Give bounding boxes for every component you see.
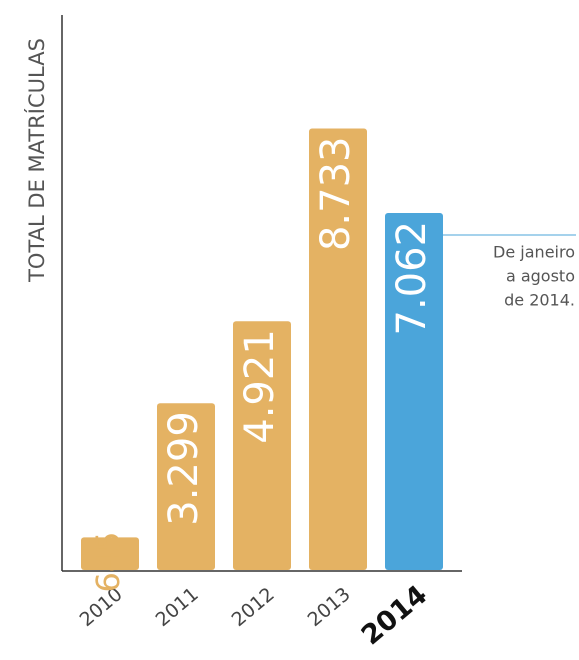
bar: [157, 403, 215, 570]
bar: [309, 128, 367, 570]
value-label: 3.299: [161, 411, 207, 526]
value-label: 7.062: [389, 221, 435, 336]
value-label: 8.733: [313, 136, 359, 251]
value-label: 4.921: [237, 329, 283, 444]
bar: [81, 537, 139, 570]
x-tick-label: 2014: [356, 579, 433, 651]
x-tick-label: 2012: [228, 583, 279, 631]
bar: [385, 212, 443, 570]
x-tick-label: 2011: [152, 583, 203, 631]
x-tick-label: 2013: [304, 583, 355, 631]
bar: [233, 321, 291, 570]
annotation: De janeiro: [493, 242, 575, 261]
annotation: a agosto: [506, 266, 575, 285]
value-label: 645: [89, 531, 127, 592]
y-axis-label: TOTAL DE MATRÍCULAS: [24, 38, 49, 283]
annotation: de 2014.: [504, 290, 575, 309]
